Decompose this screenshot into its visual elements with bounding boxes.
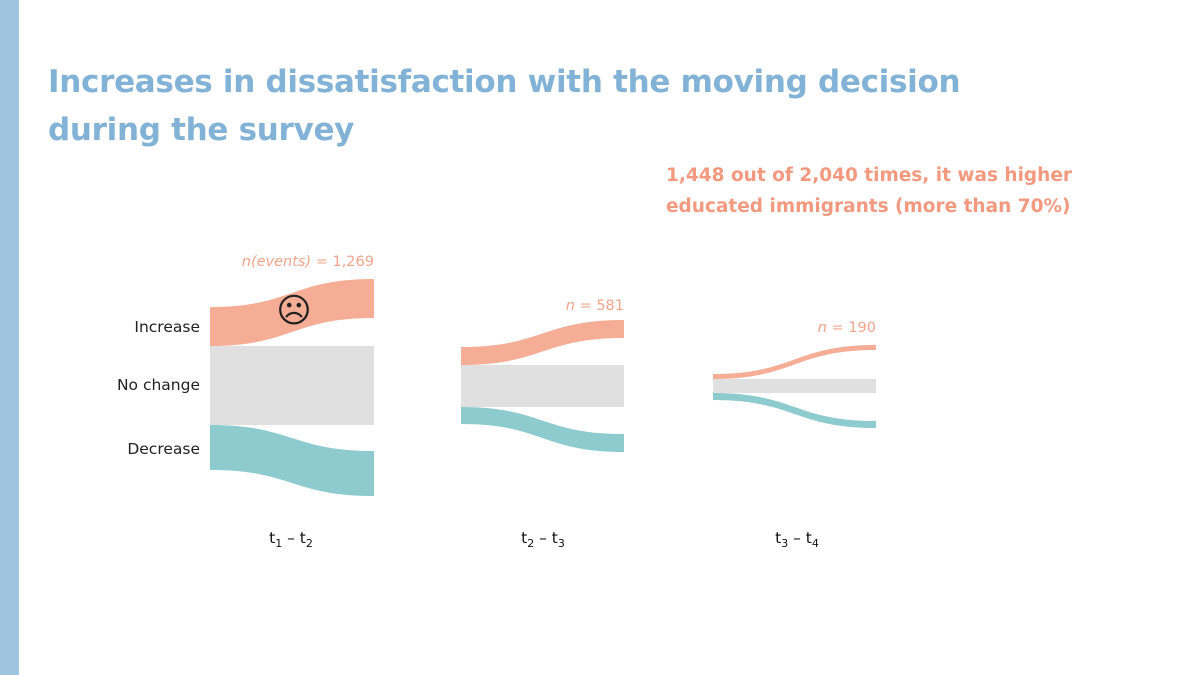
- period-label-1: t1 – t2: [269, 529, 313, 550]
- flow-increase-1: [210, 279, 374, 346]
- callout-line-2: educated immigrants (more than 70%): [666, 196, 1071, 217]
- n-label-2: n = 581: [566, 298, 624, 314]
- flow-decrease-1: [210, 425, 374, 496]
- flow-no-change-3: [713, 379, 876, 393]
- flow-decrease-3: [713, 393, 876, 428]
- row-label-decrease: Decrease: [127, 440, 200, 458]
- row-label-no-change: No change: [117, 376, 200, 394]
- callout-text: 1,448 out of 2,040 times, it was higher …: [666, 160, 1106, 222]
- flow-increase-3: [713, 345, 876, 379]
- flow-decrease-2: [461, 407, 624, 452]
- callout-line-1: 1,448 out of 2,040 times, it was higher: [666, 165, 1073, 186]
- slide-accent-bar: [0, 0, 19, 675]
- flow-no-change-1: [210, 346, 374, 425]
- period-label-2: t2 – t3: [521, 529, 565, 550]
- sad-face-icon: ☹: [276, 291, 311, 331]
- slide-title: Increases in dissatisfaction with the mo…: [48, 64, 961, 148]
- row-label-increase: Increase: [134, 318, 200, 336]
- flow-no-change-2: [461, 365, 624, 407]
- n-label-1: n(events) = 1,269: [242, 254, 374, 270]
- period-label-3: t3 – t4: [775, 529, 819, 550]
- flow-increase-2: [461, 320, 624, 365]
- n-label-3: n = 190: [818, 320, 876, 336]
